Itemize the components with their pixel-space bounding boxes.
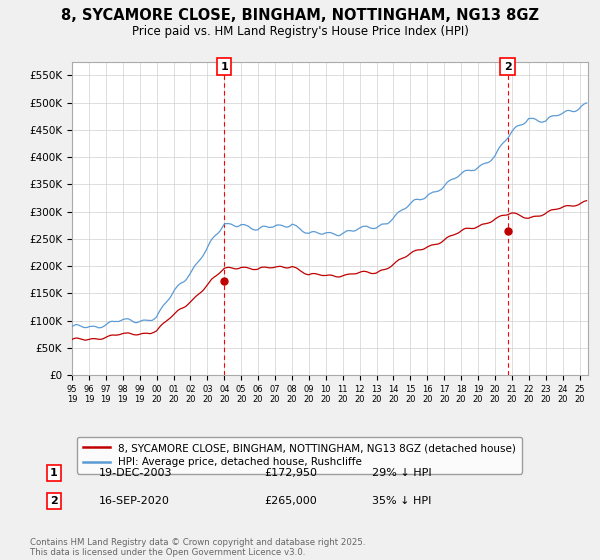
Text: 8, SYCAMORE CLOSE, BINGHAM, NOTTINGHAM, NG13 8GZ: 8, SYCAMORE CLOSE, BINGHAM, NOTTINGHAM, …	[61, 8, 539, 24]
Text: £172,950: £172,950	[264, 468, 317, 478]
Text: 35% ↓ HPI: 35% ↓ HPI	[372, 496, 431, 506]
Text: 1: 1	[220, 62, 228, 72]
Text: 2: 2	[504, 62, 512, 72]
Text: 19-DEC-2003: 19-DEC-2003	[99, 468, 173, 478]
Text: 16-SEP-2020: 16-SEP-2020	[99, 496, 170, 506]
Text: 29% ↓ HPI: 29% ↓ HPI	[372, 468, 431, 478]
Legend: 8, SYCAMORE CLOSE, BINGHAM, NOTTINGHAM, NG13 8GZ (detached house), HPI: Average : 8, SYCAMORE CLOSE, BINGHAM, NOTTINGHAM, …	[77, 437, 522, 474]
Text: 1: 1	[50, 468, 58, 478]
Text: Price paid vs. HM Land Registry's House Price Index (HPI): Price paid vs. HM Land Registry's House …	[131, 25, 469, 38]
Text: 2: 2	[50, 496, 58, 506]
Text: Contains HM Land Registry data © Crown copyright and database right 2025.
This d: Contains HM Land Registry data © Crown c…	[30, 538, 365, 557]
Text: £265,000: £265,000	[264, 496, 317, 506]
